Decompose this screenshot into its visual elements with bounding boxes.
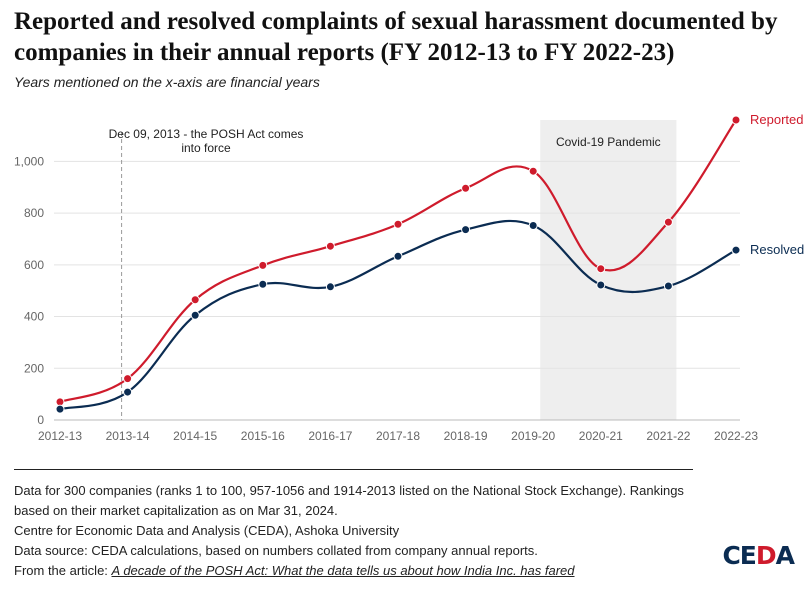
data-point-resolved — [528, 221, 538, 231]
note-source-org: Centre for Economic Data and Analysis (C… — [14, 523, 400, 538]
y-tick-label: 800 — [24, 206, 44, 220]
y-tick-label: 400 — [24, 310, 44, 324]
series-label-resolved: Resolved — [750, 242, 804, 257]
data-point-reported — [461, 183, 471, 193]
footer-divider — [14, 469, 693, 470]
line-chart: Covid-19 Pandemic 0 200 400 600 800 1,000 2012-… — [14, 112, 804, 443]
chart-title: Reported and resolved complaints of sexu… — [14, 8, 778, 66]
posh-act-label: Dec 09, 2013 - the POSH Act comes — [109, 127, 304, 141]
data-point-resolved — [461, 225, 471, 235]
article-link[interactable]: A decade of the POSH Act: What the data … — [111, 563, 575, 578]
x-tick-label: 2021-22 — [646, 429, 690, 443]
footer-notes: Data for 300 companies (ranks 1 to 100, … — [14, 481, 714, 581]
data-point-resolved — [258, 279, 268, 289]
data-point-resolved — [325, 282, 335, 292]
y-tick-label: 200 — [24, 361, 44, 375]
logo-part-3: A — [775, 541, 795, 570]
data-point-resolved — [596, 280, 606, 290]
x-tick-label: 2020-21 — [579, 429, 623, 443]
posh-act-label: into force — [181, 141, 231, 155]
x-tick-label: 2022-23 — [714, 429, 758, 443]
x-tick-label: 2017-18 — [376, 429, 420, 443]
data-point-reported — [190, 295, 200, 305]
data-point-resolved — [190, 310, 200, 320]
y-tick-label: 600 — [24, 258, 44, 272]
y-tick-label: 1,000 — [14, 154, 44, 168]
note-companies: Data for 300 companies (ranks 1 to 100, … — [14, 483, 684, 518]
data-point-reported — [663, 217, 673, 227]
data-point-resolved — [731, 245, 741, 255]
y-tick-label: 0 — [37, 413, 44, 427]
data-point-resolved — [55, 404, 65, 414]
data-point-resolved — [123, 387, 133, 397]
chart-subtitle: Years mentioned on the x-axis are financ… — [14, 74, 320, 90]
x-tick-label: 2014-15 — [173, 429, 217, 443]
x-tick-label: 2016-17 — [308, 429, 352, 443]
data-point-reported — [731, 115, 741, 125]
data-point-resolved — [393, 251, 403, 261]
series-label-reported: Reported — [750, 112, 803, 127]
logo-part-1: CE — [722, 541, 756, 570]
data-point-reported — [596, 264, 606, 274]
data-point-reported — [258, 260, 268, 270]
logo-part-2: D — [755, 541, 777, 570]
ceda-logo: CEDA — [722, 541, 795, 570]
x-tick-label: 2012-13 — [38, 429, 82, 443]
x-tick-label: 2015-16 — [241, 429, 285, 443]
data-point-reported — [393, 219, 403, 229]
note-data-source: Data source: CEDA calculations, based on… — [14, 543, 538, 558]
data-point-reported — [123, 374, 133, 384]
covid-band-label: Covid-19 Pandemic — [556, 135, 661, 149]
x-tick-label: 2019-20 — [511, 429, 555, 443]
data-point-reported — [325, 241, 335, 251]
note-article: From the article: A decade of the POSH A… — [14, 561, 714, 581]
data-point-reported — [528, 166, 538, 176]
series-line-reported — [59, 119, 737, 403]
x-tick-label: 2018-19 — [444, 429, 488, 443]
data-point-resolved — [663, 281, 673, 291]
x-tick-label: 2013-14 — [106, 429, 150, 443]
article-prefix: From the article: — [14, 563, 112, 578]
